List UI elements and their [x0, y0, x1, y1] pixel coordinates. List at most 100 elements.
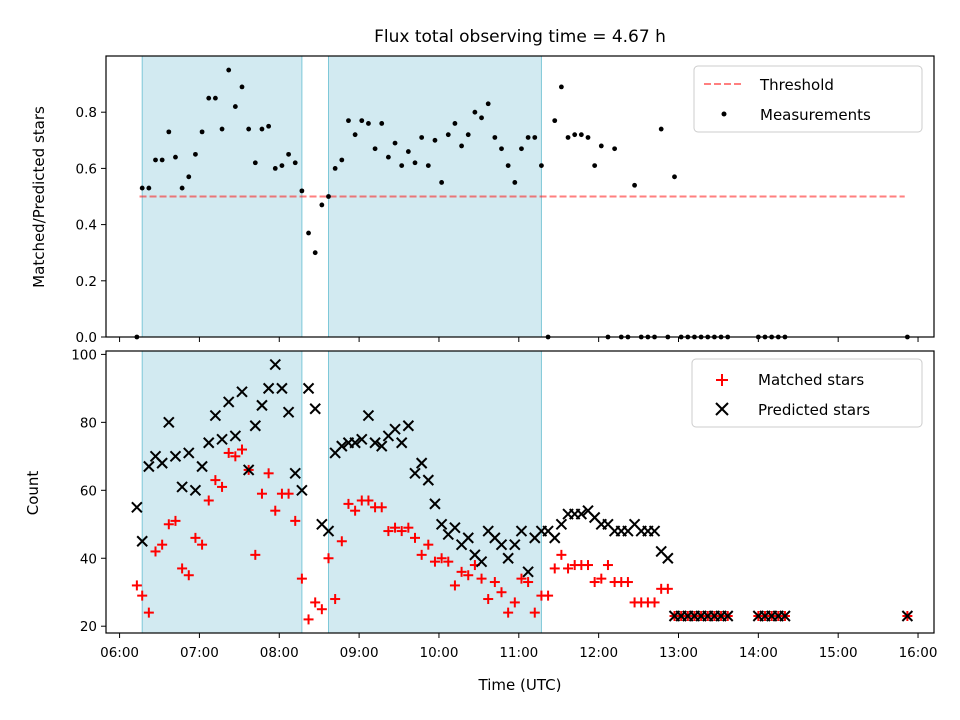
- predicted-star-point: [169, 450, 182, 463]
- y-tick-label: 20: [80, 619, 97, 635]
- y-tick-label: 60: [80, 483, 97, 499]
- predicted-star-point: [203, 437, 215, 449]
- measurement-point: [139, 185, 145, 191]
- matched-star-point: [343, 498, 354, 509]
- measurement-legend-label: Measurements: [760, 106, 871, 124]
- predicted-star-point: [189, 484, 202, 497]
- measurement-point: [519, 146, 524, 152]
- measurement-point: [479, 115, 484, 121]
- measurement-point: [166, 129, 172, 135]
- measurement-point: [279, 163, 285, 168]
- measurement-point: [346, 118, 351, 124]
- matched-star-point: [197, 539, 208, 550]
- measurement-point: [419, 135, 425, 140]
- measurement-point: [505, 163, 511, 168]
- predicted-star-point: [376, 440, 388, 452]
- predicted-star-point: [575, 508, 588, 520]
- bottom-panel: 20 40 60 80 100 06:00 07:00 08:00 09:00 10:00 11:…: [24, 347, 937, 694]
- matched-star-point: [622, 577, 633, 588]
- matched-star-point: [416, 549, 427, 560]
- matched-star-point: [589, 577, 600, 588]
- predicted-star-point: [395, 437, 408, 449]
- matched-star-point: [596, 573, 607, 584]
- measurement-point: [658, 126, 664, 132]
- matched-legend-swatch: [716, 374, 728, 386]
- threshold-legend-label: Threshold: [759, 76, 834, 94]
- measurement-point: [552, 118, 558, 124]
- predicted-star-point: [449, 521, 461, 534]
- matched-star-point: [270, 505, 281, 516]
- matched-star-point: [456, 566, 467, 577]
- top-y-axis-label: Matched/Predicted stars: [30, 106, 48, 288]
- bottom-observing-windows: [141, 350, 542, 634]
- top-legend-box: [693, 65, 923, 133]
- matched-star-point: [183, 570, 194, 581]
- y-tick-label: 0.0: [76, 330, 97, 346]
- predicted-star-point: [495, 538, 508, 551]
- measurement-point: [612, 146, 618, 152]
- bottom-y-ticks: 20 40 60 80 100: [71, 347, 106, 635]
- matched-star-point: [549, 563, 560, 574]
- predicted-star-point: [422, 474, 435, 486]
- matched-star-point: [503, 607, 514, 618]
- measurement-point: [179, 185, 185, 191]
- observing-window-2: [328, 350, 542, 634]
- measurement-point: [193, 151, 198, 157]
- measurement-point: [272, 166, 278, 171]
- measurement-point: [332, 166, 338, 171]
- matched-star-point: [210, 475, 221, 486]
- matched-star-point: [509, 597, 520, 608]
- predicted-star-point: [722, 610, 734, 622]
- matched-star-point: [217, 481, 228, 492]
- measurement-point: [532, 135, 538, 140]
- matched-star-point: [296, 573, 307, 584]
- measurement-point: [266, 123, 272, 129]
- measurement-point: [312, 250, 318, 256]
- top-axes-frame: [105, 55, 935, 338]
- measurement-point: [199, 129, 205, 135]
- predicted-star-point: [156, 457, 168, 469]
- measurement-point: [385, 154, 391, 160]
- measurement-point: [585, 135, 591, 140]
- matched-star-point: [263, 468, 274, 479]
- measurement-point: [632, 182, 637, 188]
- predicted-star-point: [131, 501, 143, 513]
- matched-star-point: [483, 594, 494, 605]
- predicted-star-point: [336, 440, 348, 452]
- matched-star-point: [310, 597, 321, 608]
- predicted-star-point: [509, 538, 521, 551]
- bottom-legend-box: [691, 358, 923, 428]
- predicted-star-point: [475, 555, 488, 568]
- measurement-point: [252, 160, 258, 166]
- measurement-point: [326, 194, 331, 199]
- predicted-star-point: [269, 358, 281, 371]
- matched-star-point: [543, 590, 554, 601]
- measurement-point: [366, 121, 371, 126]
- matched-stars-points: [131, 444, 913, 625]
- x-tick-label: 08:00: [260, 645, 299, 661]
- measurement-point: [539, 163, 544, 168]
- measurement-point: [565, 135, 571, 140]
- top-panel: 0.00.20.40.60.8 Matched/Predicted stars …: [30, 55, 935, 346]
- predicted-star-point: [435, 518, 448, 530]
- predicted-star-point: [242, 464, 255, 476]
- measurement-points: [134, 67, 910, 340]
- matched-legend-label: Matched stars: [758, 371, 864, 389]
- matched-star-point: [489, 577, 500, 588]
- matched-star-point: [330, 594, 341, 605]
- matched-star-point: [203, 495, 214, 506]
- measurement-point: [239, 84, 245, 90]
- matched-star-point: [163, 519, 174, 530]
- measurement-point: [372, 146, 378, 152]
- predicted-star-point: [143, 460, 155, 473]
- predicted-star-point: [249, 420, 262, 432]
- measurement-point: [525, 135, 531, 140]
- y-tick-label: 40: [80, 551, 97, 567]
- measurement-point: [339, 157, 345, 163]
- matched-star-point: [529, 607, 540, 618]
- y-tick-label: 0.8: [76, 105, 97, 121]
- predicted-legend-swatch: [715, 402, 729, 416]
- matched-star-point: [383, 526, 394, 537]
- matched-star-point: [376, 502, 387, 513]
- x-tick-label: 14:00: [739, 645, 778, 661]
